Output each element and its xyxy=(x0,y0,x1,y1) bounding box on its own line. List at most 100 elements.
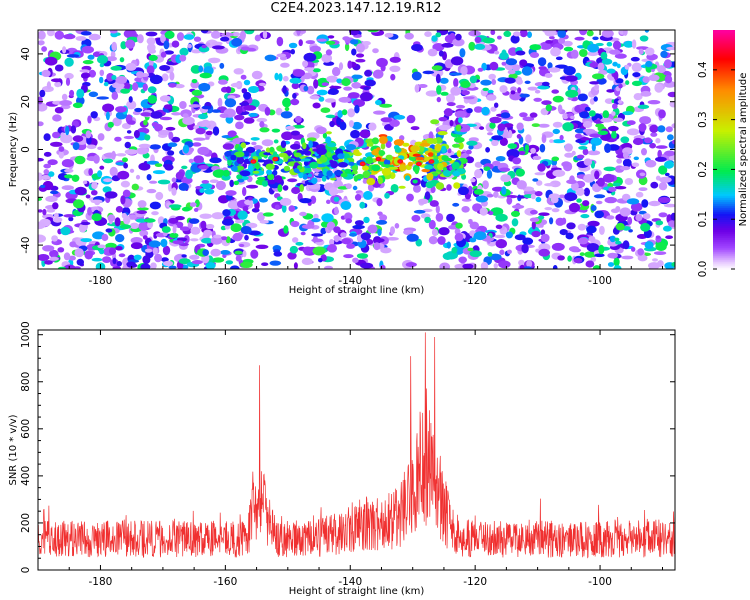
heatmap-cell xyxy=(469,237,477,243)
heatmap-cells xyxy=(38,30,675,269)
heatmap-signal-cell xyxy=(452,170,461,177)
heatmap-cell xyxy=(463,96,475,100)
colorbar-segment xyxy=(713,151,735,155)
heatmap-cell xyxy=(414,84,420,93)
heatmap-signal-cell xyxy=(426,172,434,181)
heatmap-cell xyxy=(111,41,117,52)
heatmap-signal-cell xyxy=(380,164,392,168)
heatmap-cell xyxy=(296,30,301,36)
colorbar-segment xyxy=(713,173,735,176)
heatmap-cell xyxy=(487,252,493,257)
colorbar-segment xyxy=(713,93,735,97)
heatmap-cell xyxy=(63,214,75,218)
heatmap-cell xyxy=(630,202,643,212)
heatmap-cell xyxy=(590,257,597,262)
heatmap-cell xyxy=(154,253,163,263)
heatmap-cell xyxy=(406,233,419,242)
heatmap-cell xyxy=(93,154,100,164)
heatmap-cell xyxy=(351,74,363,80)
heatmap-cell xyxy=(671,139,675,145)
heatmap-cell xyxy=(449,119,454,127)
colorbar-segment xyxy=(713,261,735,264)
heatmap-cell xyxy=(372,69,384,79)
heatmap-cell xyxy=(359,129,371,139)
heatmap-cell xyxy=(261,262,269,267)
heatmap-cell xyxy=(127,120,136,125)
colorbar-segment xyxy=(713,119,735,123)
heatmap-cell xyxy=(631,62,643,72)
heatmap-cell xyxy=(357,238,363,243)
heatmap-cell xyxy=(619,207,631,217)
colorbar-segment xyxy=(713,191,735,194)
heatmap-cell xyxy=(490,207,504,217)
heatmap-cell xyxy=(552,169,566,177)
heatmap-cell xyxy=(483,166,491,171)
heatmap-cell xyxy=(312,246,326,256)
heatmap-cell xyxy=(99,76,104,84)
heatmap-cell xyxy=(577,93,588,102)
heatmap-cell xyxy=(519,30,528,38)
heatmap-cell xyxy=(136,71,144,79)
heatmap-cell xyxy=(237,210,248,220)
heatmap-cell xyxy=(351,48,357,56)
colorbar-segment xyxy=(713,141,735,145)
heatmap-cell xyxy=(501,61,507,66)
heatmap-cell xyxy=(385,140,392,148)
heatmap-cell xyxy=(352,185,358,191)
heatmap-cell xyxy=(171,40,180,48)
heatmap-cell xyxy=(510,90,516,95)
heatmap-cell xyxy=(164,30,175,39)
heatmap-cell xyxy=(555,56,563,61)
heatmap-cell xyxy=(279,197,292,206)
heatmap-signal-cell xyxy=(452,143,461,148)
colorbar-segment xyxy=(713,107,735,111)
heatmap-cell xyxy=(603,166,616,172)
heatmap-cell xyxy=(179,47,189,57)
heatmap-cell xyxy=(431,65,443,71)
colorbar-segment xyxy=(713,73,735,77)
heatmap-cell xyxy=(513,31,521,37)
heatmap-cell xyxy=(524,144,530,152)
heatmap-cell xyxy=(338,96,351,103)
heatmap-cell xyxy=(72,135,84,143)
heatmap-signal-cell xyxy=(352,165,358,172)
heatmap-cell xyxy=(123,162,128,169)
colorbar-segment xyxy=(713,209,735,212)
heatmap-signal-cell xyxy=(432,138,438,145)
heatmap-cell xyxy=(188,158,194,163)
heatmap-cell xyxy=(261,180,269,187)
heatmap-cell xyxy=(458,256,468,264)
heatmap-cell xyxy=(38,30,46,40)
heatmap-cell xyxy=(256,117,268,123)
heatmap-cell xyxy=(38,96,43,105)
heatmap-cell xyxy=(43,133,51,142)
heatmap-cell xyxy=(367,224,378,234)
heatmap-cell xyxy=(291,82,300,90)
heatmap-cell xyxy=(52,114,62,122)
heatmap-cell xyxy=(190,226,201,235)
heatmap-cell xyxy=(60,104,71,110)
heatmap-cell xyxy=(329,120,335,128)
heatmap-cell xyxy=(52,217,63,223)
heatmap-cell xyxy=(58,151,64,159)
heatmap-cell xyxy=(489,116,502,124)
heatmap-cell xyxy=(658,212,668,218)
heatmap-cell xyxy=(329,85,342,90)
heatmap-cell xyxy=(97,55,108,64)
heatmap-cell xyxy=(169,204,182,209)
heatmap-cell xyxy=(411,71,422,81)
heatmap-cell xyxy=(108,247,117,255)
heatmap-cell xyxy=(359,201,366,209)
heatmap-cell xyxy=(495,239,507,249)
heatmap-cell xyxy=(561,161,570,167)
heatmap-cell xyxy=(69,89,75,97)
heatmap-cell xyxy=(152,170,166,175)
heatmap-signal-cell xyxy=(250,137,260,141)
heatmap-cell xyxy=(274,72,279,81)
heatmap-signal-cell xyxy=(236,174,243,180)
heatmap-cell xyxy=(120,195,126,205)
heatmap-cell xyxy=(240,261,253,268)
heatmap-cell xyxy=(467,247,474,252)
heatmap-signal-cell xyxy=(306,137,317,142)
heatmap-signal-cell xyxy=(236,156,245,165)
